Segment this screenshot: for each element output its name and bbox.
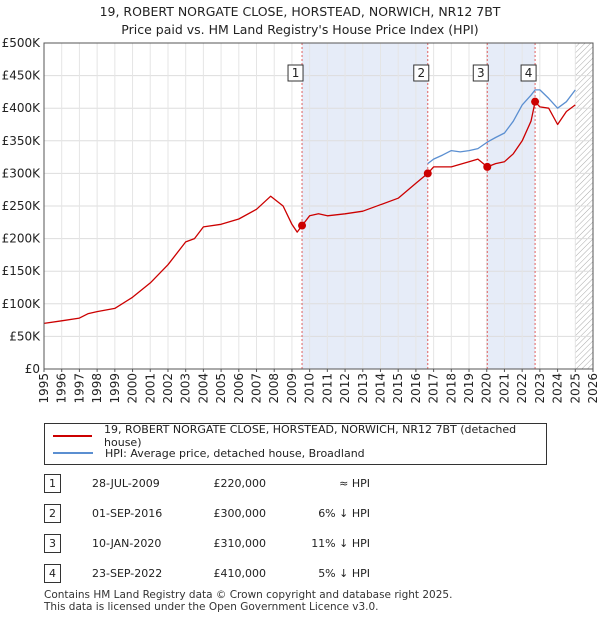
x-tick-label: 2003 [179,373,193,404]
x-tick-label: 2011 [320,373,334,404]
table-row: 1 28-JUL-2009 £220,000 ≈ HPI [0,474,600,496]
x-tick-label: 2018 [444,373,458,404]
sale-point [483,162,492,171]
hpi-line [427,89,576,165]
x-tick-label: 2005 [214,373,228,404]
x-tick-label: 2002 [161,373,175,404]
legend-swatch-property [53,435,93,437]
y-tick-label: £150K [2,264,42,278]
x-tick-label: 2004 [196,373,210,404]
legend-label-hpi: HPI: Average price, detached house, Broa… [105,446,365,460]
table-row: 4 23-SEP-2022 £410,000 5% ↓ HPI [0,564,600,586]
x-tick-label: 2008 [267,373,281,404]
sale-number-badge: 4 [44,564,61,583]
sale-number-badge: 1 [44,474,61,493]
x-tick-label: 2007 [250,373,264,404]
x-tick-label: 1999 [108,373,122,404]
x-tick-label: 2009 [285,373,299,404]
table-row: 2 01-SEP-2016 £300,000 6% ↓ HPI [0,504,600,526]
x-tick-label: 2019 [462,373,476,404]
x-tick-label: 2014 [373,373,387,404]
sale-marker-box [287,64,304,82]
sale-price: £300,000 [213,507,267,520]
sale-date: 28-JUL-2009 [92,477,160,490]
x-tick-label: 2017 [427,373,441,404]
sale-marker-number: 1 [292,66,300,80]
sale-hpi-diff: ≈ HPI [339,477,370,490]
property-price-line [43,101,576,325]
sale-hpi-diff: 11% ↓ HPI [311,537,370,550]
y-tick-label: £450K [2,69,42,83]
x-tick-label: 2021 [497,373,511,404]
x-tick-label: 2022 [515,373,529,404]
x-tick-label: 2000 [126,373,140,404]
legend-item-hpi: HPI: Average price, detached house, Broa… [53,445,365,461]
y-tick-label: £200K [2,232,42,246]
sale-point [423,169,432,178]
sale-date: 10-JAN-2020 [92,537,162,550]
legend-swatch-hpi [53,452,93,454]
sale-point [531,97,540,106]
y-tick-label: £300K [2,166,42,180]
sale-point [298,221,307,230]
x-tick-label: 2015 [391,373,405,404]
x-tick-label: 2001 [143,373,157,404]
x-tick-label: 2026 [586,373,600,404]
y-tick-label: £100K [2,297,42,311]
x-tick-label: 2006 [232,373,246,404]
sale-marker-number: 3 [477,66,485,80]
legend: 19, ROBERT NORGATE CLOSE, HORSTEAD, NORW… [44,423,547,465]
y-tick-label: £400K [2,101,42,115]
footer-line-licence: This data is licensed under the Open Gov… [44,601,379,613]
x-tick-label: 2016 [409,373,423,404]
sale-hpi-diff: 6% ↓ HPI [318,507,370,520]
x-tick-label: 2012 [338,373,352,404]
sale-number-badge: 3 [44,534,61,553]
legend-item-property: 19, ROBERT NORGATE CLOSE, HORSTEAD, NORW… [53,423,546,449]
y-tick-label: £250K [2,199,42,213]
chart-title: 19, ROBERT NORGATE CLOSE, HORSTEAD, NORW… [99,4,501,19]
x-tick-label: 2023 [533,373,547,404]
sale-number-badge: 2 [44,504,61,523]
y-tick-label: £350K [2,134,42,148]
x-tick-label: 1997 [72,373,86,404]
sale-price: £220,000 [213,477,267,490]
sale-marker-number: 4 [525,66,533,80]
x-tick-label: 2020 [480,373,494,404]
price-chart: 1 2 3 4 £0 £50K £100K £150K £200K £250K £300K £350… [2,36,600,404]
footer-line-copyright: Contains HM Land Registry data © Crown c… [44,589,453,601]
sale-date: 01-SEP-2016 [92,507,163,520]
x-tick-label: 1995 [37,373,51,404]
sale-marker-box [413,64,430,82]
chart-subtitle: Price paid vs. HM Land Registry's House … [121,22,479,37]
x-tick-label: 1996 [55,373,69,404]
x-tick-label: 2010 [303,373,317,404]
sale-hpi-diff: 5% ↓ HPI [318,567,370,580]
sale-marker-box [520,64,537,82]
sale-marker-box [472,64,489,82]
sale-price: £310,000 [213,537,267,550]
x-tick-label: 2024 [551,373,565,404]
sale-marker-number: 2 [417,66,425,80]
sale-date: 23-SEP-2022 [92,567,163,580]
y-tick-label: £500K [2,36,42,50]
plot-frame [43,42,594,370]
y-tick-label: £50K [9,329,41,343]
sale-price: £410,000 [213,567,267,580]
x-tick-label: 2013 [356,373,370,404]
y-tick-label: £0 [25,362,40,376]
x-tick-label: 2025 [568,373,582,404]
table-row: 3 10-JAN-2020 £310,000 11% ↓ HPI [0,534,600,556]
legend-label-property: 19, ROBERT NORGATE CLOSE, HORSTEAD, NORW… [104,423,517,449]
footer: Contains HM Land Registry data © Crown c… [44,589,452,613]
x-tick-label: 1998 [90,373,104,404]
